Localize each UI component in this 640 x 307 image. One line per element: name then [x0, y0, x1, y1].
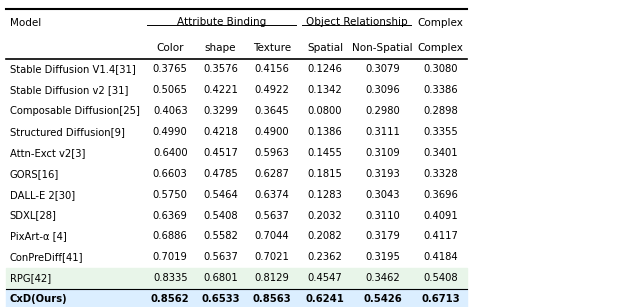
Text: ConPreDiff[41]: ConPreDiff[41]: [10, 252, 83, 262]
Text: SDXL[28]: SDXL[28]: [10, 211, 56, 220]
Text: 0.6801: 0.6801: [203, 273, 238, 283]
Text: PixArt-α [4]: PixArt-α [4]: [10, 231, 67, 241]
Text: Model: Model: [10, 18, 41, 28]
Text: 0.5464: 0.5464: [203, 190, 238, 200]
Text: 0.8335: 0.8335: [153, 273, 188, 283]
Text: Texture: Texture: [253, 43, 291, 53]
Text: Composable Diffusion[25]: Composable Diffusion[25]: [10, 106, 140, 116]
Text: 0.1246: 0.1246: [308, 64, 342, 74]
Text: 0.3110: 0.3110: [365, 211, 400, 220]
Text: Color: Color: [157, 43, 184, 53]
Text: 0.1283: 0.1283: [308, 190, 342, 200]
Text: 0.5582: 0.5582: [203, 231, 238, 241]
Text: 0.3111: 0.3111: [365, 127, 400, 137]
Text: 0.4517: 0.4517: [203, 148, 238, 158]
Text: 0.7021: 0.7021: [254, 252, 289, 262]
Text: 0.6603: 0.6603: [153, 169, 188, 179]
Text: DALL-E 2[30]: DALL-E 2[30]: [10, 190, 75, 200]
Text: Stable Diffusion V1.4[31]: Stable Diffusion V1.4[31]: [10, 64, 135, 74]
Text: 0.6287: 0.6287: [254, 169, 289, 179]
Text: 0.5065: 0.5065: [153, 85, 188, 95]
Text: 0.3043: 0.3043: [365, 190, 400, 200]
Text: 0.8563: 0.8563: [252, 294, 291, 304]
Text: 0.7044: 0.7044: [254, 231, 289, 241]
Text: Non-Spatial: Non-Spatial: [353, 43, 413, 53]
Text: 0.6369: 0.6369: [153, 211, 188, 220]
Text: Spatial: Spatial: [307, 43, 343, 53]
Text: 0.6400: 0.6400: [153, 148, 188, 158]
Text: 0.4785: 0.4785: [203, 169, 238, 179]
Text: Attn-Exct v2[3]: Attn-Exct v2[3]: [10, 148, 85, 158]
Text: 0.3386: 0.3386: [423, 85, 458, 95]
Text: 0.6533: 0.6533: [201, 294, 240, 304]
Text: 0.2980: 0.2980: [365, 106, 400, 116]
Text: Complex: Complex: [417, 18, 463, 28]
Text: 0.3299: 0.3299: [203, 106, 238, 116]
Text: 0.4218: 0.4218: [203, 127, 238, 137]
Text: 0.0800: 0.0800: [308, 106, 342, 116]
Text: 0.1342: 0.1342: [308, 85, 342, 95]
Text: 0.2898: 0.2898: [423, 106, 458, 116]
Text: 0.3079: 0.3079: [365, 64, 400, 74]
Text: 0.4117: 0.4117: [423, 231, 458, 241]
Text: 0.5637: 0.5637: [203, 252, 238, 262]
Text: 0.1455: 0.1455: [308, 148, 342, 158]
Text: 0.6241: 0.6241: [306, 294, 344, 304]
Text: Stable Diffusion v2 [31]: Stable Diffusion v2 [31]: [10, 85, 128, 95]
Text: 0.3576: 0.3576: [203, 64, 238, 74]
Text: CxD(Ours): CxD(Ours): [10, 294, 67, 304]
Text: 0.3401: 0.3401: [423, 148, 458, 158]
Text: 0.5637: 0.5637: [254, 211, 289, 220]
Text: 0.8562: 0.8562: [151, 294, 189, 304]
Text: 0.6713: 0.6713: [421, 294, 460, 304]
Text: 0.2362: 0.2362: [308, 252, 342, 262]
Text: 0.4922: 0.4922: [254, 85, 289, 95]
Text: 0.5750: 0.5750: [153, 190, 188, 200]
Text: 0.5408: 0.5408: [423, 273, 458, 283]
Text: 0.3195: 0.3195: [365, 252, 400, 262]
Text: 0.6374: 0.6374: [254, 190, 289, 200]
Text: Attribute Binding: Attribute Binding: [177, 17, 266, 27]
Text: 0.4547: 0.4547: [308, 273, 342, 283]
Text: 0.5426: 0.5426: [364, 294, 402, 304]
Bar: [6, 289, 467, 307]
Text: Object Relationship: Object Relationship: [306, 17, 407, 27]
Text: 0.3080: 0.3080: [423, 64, 458, 74]
Text: 0.3328: 0.3328: [423, 169, 458, 179]
Text: GORS[16]: GORS[16]: [10, 169, 59, 179]
Text: 0.1815: 0.1815: [308, 169, 342, 179]
Text: 0.3109: 0.3109: [365, 148, 400, 158]
Text: 0.5963: 0.5963: [254, 148, 289, 158]
Text: 0.7019: 0.7019: [153, 252, 188, 262]
Text: 0.4221: 0.4221: [203, 85, 238, 95]
Bar: [6, 268, 467, 289]
Text: RPG[42]: RPG[42]: [10, 273, 51, 283]
Text: 0.3696: 0.3696: [423, 190, 458, 200]
Text: Structured Diffusion[9]: Structured Diffusion[9]: [10, 127, 124, 137]
Text: 0.3462: 0.3462: [365, 273, 400, 283]
Text: 0.2032: 0.2032: [308, 211, 342, 220]
Text: 0.4900: 0.4900: [254, 127, 289, 137]
Text: 0.3096: 0.3096: [365, 85, 400, 95]
Text: 0.3193: 0.3193: [365, 169, 400, 179]
Text: 0.1386: 0.1386: [308, 127, 342, 137]
Text: 0.5408: 0.5408: [203, 211, 238, 220]
Text: 0.2082: 0.2082: [308, 231, 342, 241]
Text: 0.6886: 0.6886: [153, 231, 188, 241]
Text: 0.4091: 0.4091: [423, 211, 458, 220]
Text: 0.8129: 0.8129: [254, 273, 289, 283]
Text: 0.3179: 0.3179: [365, 231, 400, 241]
Text: shape: shape: [205, 43, 236, 53]
Text: 0.4990: 0.4990: [153, 127, 188, 137]
Text: Complex: Complex: [417, 43, 463, 53]
Text: 0.4063: 0.4063: [153, 106, 188, 116]
Text: 0.4156: 0.4156: [254, 64, 289, 74]
Text: 0.3765: 0.3765: [153, 64, 188, 74]
Text: 0.3645: 0.3645: [254, 106, 289, 116]
Text: 0.4184: 0.4184: [423, 252, 458, 262]
Text: 0.3355: 0.3355: [423, 127, 458, 137]
